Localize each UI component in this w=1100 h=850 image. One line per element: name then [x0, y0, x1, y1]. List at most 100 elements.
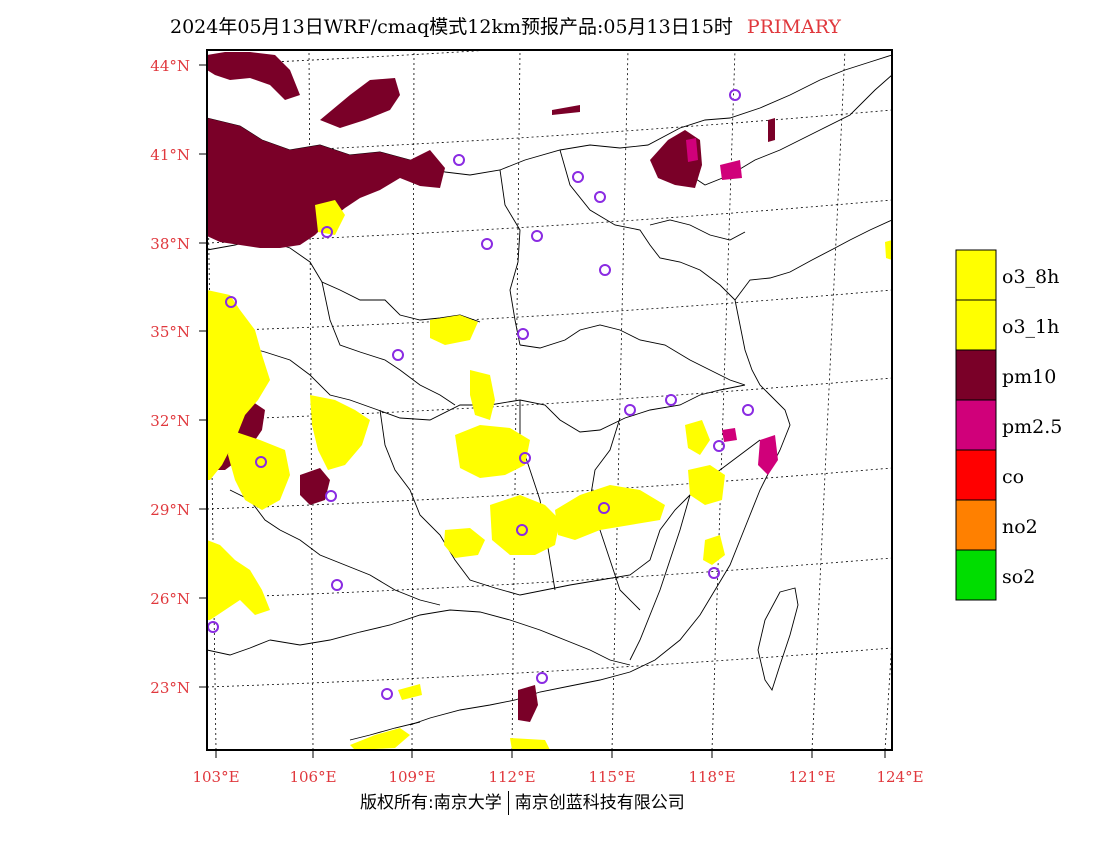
lon-label: 106°E: [289, 768, 336, 786]
lat-tick: 23°N: [150, 679, 207, 697]
legend-label: pm10: [1002, 366, 1056, 388]
station-ring: [516, 524, 528, 536]
pm25-shanghai: [722, 428, 737, 442]
lat-tick: 44°N: [150, 57, 207, 75]
footer-separator: [507, 791, 509, 815]
pm10-northwest-patch: [207, 52, 300, 100]
meridian-121e: [811, 50, 846, 750]
legend-item-co: co: [955, 449, 1024, 501]
o3-yunnan-patch: [207, 540, 270, 620]
station-ring: [742, 404, 754, 416]
lat-tick: 41°N: [150, 146, 207, 164]
pm25-tianjin: [720, 160, 742, 180]
station-ring: [225, 296, 237, 308]
lon-tick: 115°E: [588, 750, 636, 786]
lat-label: 29°N: [150, 501, 190, 519]
o3-fujian-coast: [703, 535, 725, 565]
station-markers: [207, 89, 754, 700]
border-fujian: [629, 494, 691, 661]
legend-item-pm25: pm2.5: [955, 399, 1062, 451]
coast-shandong: [649, 219, 746, 241]
lon-tick: 106°E: [289, 750, 337, 786]
legend-swatch: [955, 299, 997, 351]
o3-henan-patch: [470, 370, 495, 420]
o3-jiangxi-patch: [555, 485, 665, 540]
o3-fujian-north: [688, 465, 725, 505]
legend-label: pm2.5: [1002, 416, 1062, 438]
taiwan-outline: [757, 587, 799, 692]
meridian-109e: [411, 50, 415, 750]
station-ring: [729, 89, 741, 101]
o3-guangxi-patch: [398, 684, 422, 700]
graticule-meridians: [207, 50, 892, 750]
station-ring: [519, 452, 531, 464]
legend: o3_8h o3_1h pm10 pm2.5 co no2 so2: [955, 249, 1062, 601]
station-ring: [665, 394, 677, 406]
station-ring: [594, 191, 606, 203]
station-ring: [453, 154, 465, 166]
lat-label: 38°N: [150, 235, 190, 253]
lon-label: 115°E: [588, 768, 635, 786]
lat-tick: 38°N: [150, 235, 207, 253]
pm25-zhejiang: [758, 435, 778, 475]
pm25-beijing: [686, 138, 698, 162]
lon-tick: 121°E: [788, 750, 836, 786]
border-hebei-shandong: [559, 149, 736, 301]
station-ring: [255, 456, 267, 468]
lat-label: 26°N: [150, 590, 190, 608]
legend-swatch: [955, 349, 997, 401]
o3-anhui-patch: [685, 420, 710, 455]
o3-south-coast-patch: [510, 738, 550, 750]
longitude-axis: 103°E 106°E 109°E 112°E 115°E 118°E 121°…: [192, 750, 924, 786]
lat-tick: 35°N: [150, 323, 207, 341]
legend-label: o3_1h: [1002, 316, 1059, 338]
map-content: [207, 50, 892, 750]
legend-swatch: [955, 549, 997, 601]
border-yunnan: [207, 639, 271, 656]
copyright-left: 版权所有:南京大学: [360, 793, 502, 813]
lon-tick: 124°E: [876, 750, 924, 786]
pm10-small-patch-1: [552, 105, 580, 115]
legend-swatch: [955, 399, 997, 451]
o3-hainan-patch: [350, 728, 410, 750]
meridian-115e: [611, 50, 629, 750]
lon-tick: 109°E: [388, 750, 436, 786]
border-guizhou: [279, 529, 441, 606]
o3-guizhou-patch: [444, 528, 485, 558]
station-ring: [321, 226, 333, 238]
coast-hainan-strait: [349, 721, 421, 741]
pm10-patches: [207, 52, 775, 722]
station-ring: [708, 567, 720, 579]
meridian-118e: [711, 50, 736, 750]
border-shaanxi-gansu: [321, 281, 456, 406]
o3-west-band: [207, 290, 270, 480]
pm10-chongqing-patch: [300, 468, 330, 505]
map-title: 2024年05月13日WRF/cmaq模式12km预报产品:05月13日15时 P…: [170, 12, 841, 39]
border-henan-anhui: [519, 324, 746, 386]
station-ring: [624, 404, 636, 416]
station-ring: [392, 349, 404, 361]
station-ring: [531, 230, 543, 242]
lon-label: 112°E: [488, 768, 535, 786]
pm25-patches: [686, 138, 778, 475]
lon-label: 103°E: [192, 768, 239, 786]
pm10-small-patch-2: [768, 118, 775, 142]
lon-label: 121°E: [788, 768, 835, 786]
lat-label: 32°N: [150, 412, 190, 430]
legend-item-o3-1h: o3_1h: [955, 299, 1059, 351]
legend-label: no2: [1002, 516, 1038, 538]
border-shanxi: [499, 169, 521, 346]
lon-tick: 118°E: [688, 750, 736, 786]
lat-label: 35°N: [150, 323, 190, 341]
o3-hubei-patch: [455, 425, 530, 478]
station-ring: [598, 502, 610, 514]
lat-tick: 29°N: [150, 501, 207, 519]
lon-tick: 103°E: [192, 750, 240, 786]
station-ring: [381, 688, 393, 700]
lat-label: 23°N: [150, 679, 190, 697]
station-ring: [536, 672, 548, 684]
o3-sichuan-basin: [228, 430, 290, 510]
border-guangxi-guangdong: [269, 609, 631, 666]
lat-label: 41°N: [150, 146, 190, 164]
